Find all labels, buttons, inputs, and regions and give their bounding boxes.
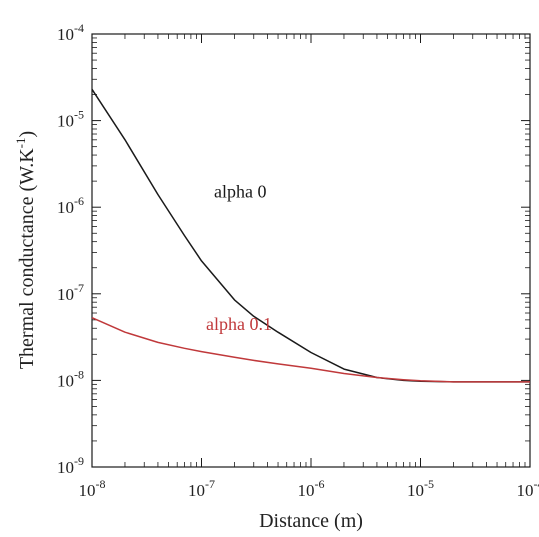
y-axis-label: Thermal conductance (W.K-1) — [13, 131, 38, 369]
tick-base: 10 — [517, 481, 534, 500]
y-tick-label: 10-4 — [57, 21, 84, 44]
series-lines — [91, 88, 530, 383]
tick-base: 10 — [57, 458, 74, 477]
tick-exponent: -8 — [74, 367, 84, 381]
tick-base: 10 — [298, 481, 315, 500]
annotations: alpha 0 alpha 0.1 — [206, 181, 272, 334]
tick-exponent: -6 — [315, 477, 325, 491]
series-line-0 — [91, 88, 530, 383]
y-axis-label-main: Thermal conductance (W.K — [16, 148, 38, 369]
tick-base: 10 — [57, 371, 74, 390]
annotation-0: alpha 0 — [214, 181, 266, 201]
y-tick-label: 10-8 — [57, 367, 84, 390]
tick-base: 10 — [57, 198, 74, 217]
tick-base: 10 — [57, 285, 74, 304]
annotation-1: alpha 0.1 — [206, 314, 272, 334]
tick-marks — [91, 33, 531, 468]
y-axis-label-sup: -1 — [13, 137, 28, 148]
y-tick-labels: 10-910-810-710-610-510-4 — [57, 21, 84, 477]
tick-base: 10 — [57, 25, 74, 44]
tick-exponent: -8 — [96, 477, 106, 491]
tick-exponent: -5 — [74, 108, 84, 122]
series-line-1 — [91, 317, 530, 383]
y-tick-label: 10-5 — [57, 108, 84, 131]
tick-exponent: -4 — [74, 21, 84, 35]
y-tick-label: 10-7 — [57, 281, 84, 304]
tick-exponent: -6 — [74, 194, 84, 208]
tick-exponent: -4 — [534, 477, 539, 491]
tick-exponent: -7 — [205, 477, 215, 491]
x-tick-label: 10-8 — [79, 477, 106, 500]
plot-frame — [91, 33, 531, 468]
x-tick-label: 10-7 — [188, 477, 215, 500]
y-axis-label-tail: ) — [16, 131, 38, 138]
x-tick-label: 10-5 — [407, 477, 434, 500]
x-tick-labels: 10-810-710-610-510-4 — [79, 477, 539, 500]
tick-exponent: -5 — [424, 477, 434, 491]
tick-base: 10 — [57, 112, 74, 131]
x-axis-label: Distance (m) — [259, 510, 363, 532]
tick-exponent: -9 — [74, 454, 84, 468]
tick-base: 10 — [79, 481, 96, 500]
tick-base: 10 — [407, 481, 424, 500]
x-tick-label: 10-4 — [517, 477, 539, 500]
tick-base: 10 — [188, 481, 205, 500]
x-tick-label: 10-6 — [298, 477, 325, 500]
y-tick-label: 10-6 — [57, 194, 84, 217]
y-tick-label: 10-9 — [57, 454, 84, 477]
tick-exponent: -7 — [74, 281, 84, 295]
